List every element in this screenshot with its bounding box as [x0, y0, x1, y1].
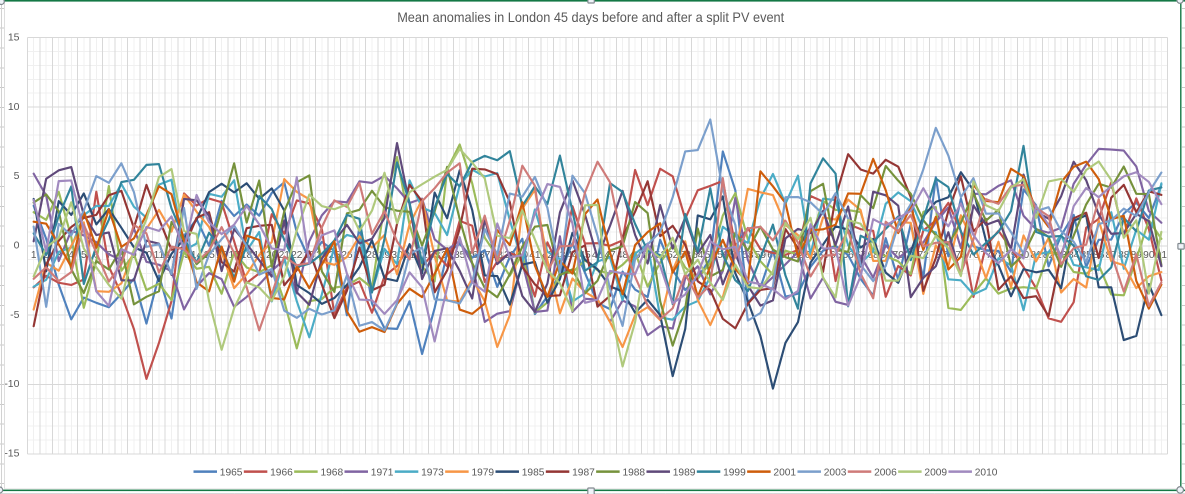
svg-text:50: 50 — [642, 250, 654, 261]
svg-text:78: 78 — [993, 250, 1005, 261]
svg-text:54: 54 — [692, 250, 704, 261]
svg-text:22: 22 — [291, 250, 303, 261]
svg-text:37: 37 — [479, 250, 491, 261]
svg-text:32: 32 — [416, 250, 428, 261]
svg-text:1979: 1979 — [471, 467, 494, 478]
svg-text:85: 85 — [1081, 250, 1093, 261]
svg-text:28: 28 — [366, 250, 378, 261]
svg-text:77: 77 — [980, 250, 992, 261]
svg-text:1987: 1987 — [572, 467, 595, 478]
svg-text:27: 27 — [354, 250, 366, 261]
svg-text:21: 21 — [279, 250, 291, 261]
svg-text:10: 10 — [8, 101, 20, 113]
svg-text:20: 20 — [266, 250, 278, 261]
svg-text:79: 79 — [1005, 250, 1017, 261]
svg-text:5: 5 — [81, 250, 87, 261]
svg-text:2006: 2006 — [874, 467, 897, 478]
svg-text:-5: -5 — [10, 309, 19, 321]
svg-text:30: 30 — [391, 250, 403, 261]
svg-text:84: 84 — [1068, 250, 1080, 261]
svg-text:11: 11 — [154, 250, 165, 261]
svg-text:-15: -15 — [4, 448, 19, 460]
svg-text:41: 41 — [529, 250, 541, 261]
svg-text:-10: -10 — [4, 378, 19, 390]
svg-text:2003: 2003 — [824, 467, 847, 478]
svg-text:23: 23 — [304, 250, 316, 261]
svg-text:45: 45 — [579, 250, 591, 261]
svg-text:52: 52 — [667, 250, 679, 261]
svg-text:4: 4 — [68, 250, 74, 261]
svg-text:36: 36 — [467, 250, 479, 261]
svg-text:1968: 1968 — [320, 467, 343, 478]
svg-text:48: 48 — [617, 250, 629, 261]
svg-text:60: 60 — [767, 250, 779, 261]
svg-text:0: 0 — [14, 239, 20, 251]
svg-text:2009: 2009 — [924, 467, 947, 478]
svg-text:5: 5 — [14, 170, 20, 182]
svg-text:35: 35 — [454, 250, 466, 261]
svg-text:72: 72 — [918, 250, 930, 261]
svg-text:29: 29 — [379, 250, 391, 261]
svg-text:58: 58 — [742, 250, 754, 261]
svg-text:1989: 1989 — [673, 467, 696, 478]
svg-text:43: 43 — [554, 250, 566, 261]
svg-text:1: 1 — [31, 250, 37, 261]
svg-text:1966: 1966 — [270, 467, 293, 478]
svg-text:2010: 2010 — [975, 467, 998, 478]
svg-text:1988: 1988 — [622, 467, 645, 478]
svg-text:90: 90 — [1143, 250, 1155, 261]
svg-text:68: 68 — [867, 250, 879, 261]
svg-text:2001: 2001 — [773, 467, 796, 478]
svg-text:Mean anomalies in London 45 da: Mean anomalies in London 45 days before … — [397, 10, 784, 25]
svg-text:3: 3 — [56, 250, 62, 261]
svg-text:88: 88 — [1118, 250, 1130, 261]
svg-text:70: 70 — [893, 250, 905, 261]
svg-text:1965: 1965 — [220, 467, 243, 478]
svg-text:1973: 1973 — [421, 467, 444, 478]
svg-text:24: 24 — [316, 250, 328, 261]
svg-text:18: 18 — [241, 250, 253, 261]
svg-text:1985: 1985 — [522, 467, 545, 478]
svg-text:8: 8 — [119, 250, 125, 261]
svg-text:91: 91 — [1156, 250, 1168, 261]
svg-text:1971: 1971 — [371, 467, 394, 478]
svg-text:1999: 1999 — [723, 467, 746, 478]
svg-text:14: 14 — [191, 250, 203, 261]
svg-text:15: 15 — [8, 31, 20, 43]
